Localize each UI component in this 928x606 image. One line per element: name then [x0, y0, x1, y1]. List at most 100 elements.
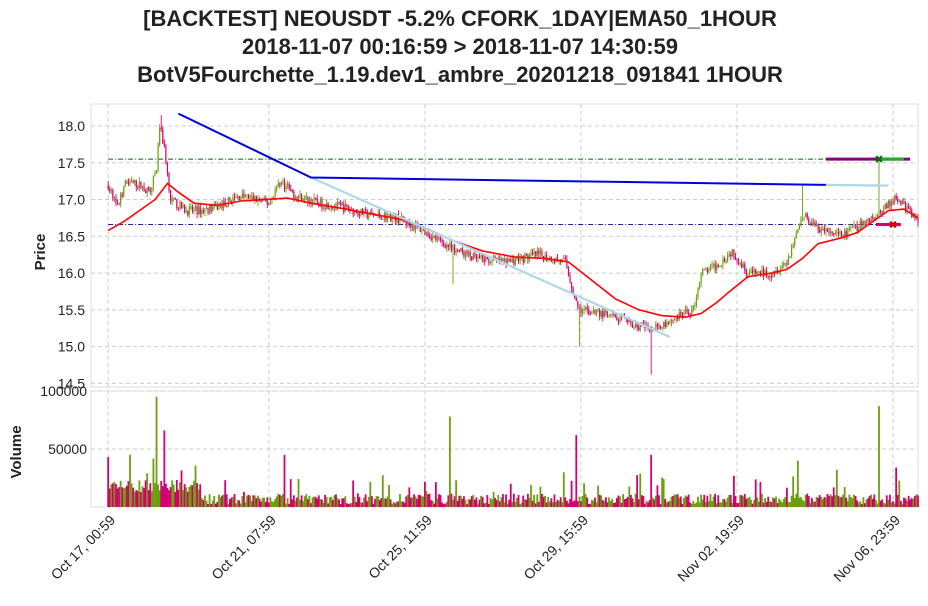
volume-bar [893, 503, 896, 507]
candle-body [845, 231, 847, 237]
candle-body [575, 297, 577, 302]
candle-body [805, 213, 807, 217]
volume-bar [311, 497, 314, 507]
candle-body [778, 271, 780, 273]
candle-body [730, 254, 732, 257]
volume-bar [645, 500, 648, 507]
volume-bar [807, 495, 810, 507]
volume-bar [182, 490, 184, 507]
candle-body [113, 197, 116, 199]
volume-bar [714, 493, 717, 507]
volume-bar [779, 500, 782, 507]
candle-body [180, 201, 183, 209]
candle-body [636, 323, 638, 328]
volume-bar [409, 497, 412, 507]
volume-bar [580, 501, 582, 507]
volume-bar [321, 499, 323, 507]
volume-bar [810, 497, 813, 507]
candle-body [678, 312, 680, 320]
volume-bar [252, 495, 255, 507]
volume-bar [475, 497, 478, 507]
candle-body [865, 219, 868, 224]
candle-body [152, 175, 155, 188]
candle-body [174, 197, 176, 200]
candle-body [514, 260, 517, 265]
candle-body [232, 196, 234, 205]
volume-bar [731, 502, 734, 507]
candle-body [783, 263, 785, 267]
candle-body [455, 250, 457, 253]
candle-body [767, 276, 769, 278]
candle-body [901, 201, 903, 205]
volume-bar [164, 483, 167, 507]
volume-bar [185, 487, 188, 507]
x-tick-labels: Oct 17, 00:59 Oct 21, 07:59 Oct 25, 11:59 O… [48, 512, 904, 585]
candle-body [505, 258, 507, 266]
candle-body [761, 269, 763, 275]
candle-body [154, 172, 156, 176]
volume-bar [700, 494, 703, 507]
volume-bar [764, 498, 766, 507]
candle-body [630, 319, 632, 324]
candle-body [173, 197, 175, 199]
volume-bar [147, 490, 150, 507]
volume-bar [647, 502, 649, 507]
candle-body [858, 228, 860, 231]
volume-bar [656, 485, 659, 507]
volume-bar [339, 504, 342, 507]
candle-body [733, 249, 735, 257]
volume-bar [728, 494, 731, 507]
volume-bar [369, 481, 372, 507]
volume-bar [506, 503, 509, 507]
candle-body [530, 252, 532, 256]
ema50-line [107, 182, 919, 319]
candle-body [588, 310, 590, 315]
volume-bar [784, 496, 787, 507]
candle-body [237, 196, 239, 198]
volume-bar [174, 491, 177, 507]
candle-body [241, 193, 243, 199]
candle-body [681, 314, 683, 317]
volume-bar [860, 504, 863, 507]
volume-bar [249, 495, 252, 507]
volume-bar [675, 494, 678, 507]
candle-body [656, 324, 659, 327]
candle-body [112, 189, 114, 199]
candle-body [438, 237, 440, 239]
volume-bar [436, 498, 439, 507]
volume-bar [601, 500, 604, 507]
candle-body [633, 327, 635, 329]
candle-body [709, 265, 712, 269]
candle-body [310, 200, 312, 205]
candle-body [176, 199, 178, 208]
candle-body [705, 268, 707, 270]
candle-body [525, 254, 527, 256]
candle-body [322, 207, 325, 209]
volume-bar [361, 502, 364, 507]
candle-body [727, 255, 729, 262]
volume-bar [545, 502, 548, 507]
candle-body [315, 197, 317, 199]
volume-bar [840, 496, 843, 507]
volume-bar [158, 490, 161, 507]
volume-bar [408, 487, 411, 507]
volume-bar [533, 494, 536, 507]
volume-bar [405, 496, 408, 507]
candle-body [883, 209, 885, 214]
volume-bar [611, 498, 614, 507]
candle-body [541, 251, 543, 257]
volume-bar [282, 494, 284, 507]
volume-bar [347, 503, 350, 507]
candle-body [305, 196, 307, 198]
volume-bar [189, 485, 192, 507]
volume-bar [597, 485, 600, 507]
candle-body [697, 287, 699, 298]
candle-body [221, 203, 223, 209]
volume-bar [882, 502, 885, 507]
volume-bar [364, 494, 367, 507]
volume-bar [572, 501, 575, 507]
volume-bar [534, 503, 537, 507]
volume-bar [789, 502, 791, 507]
volume-bar [118, 487, 120, 507]
volume-bar [658, 495, 660, 507]
